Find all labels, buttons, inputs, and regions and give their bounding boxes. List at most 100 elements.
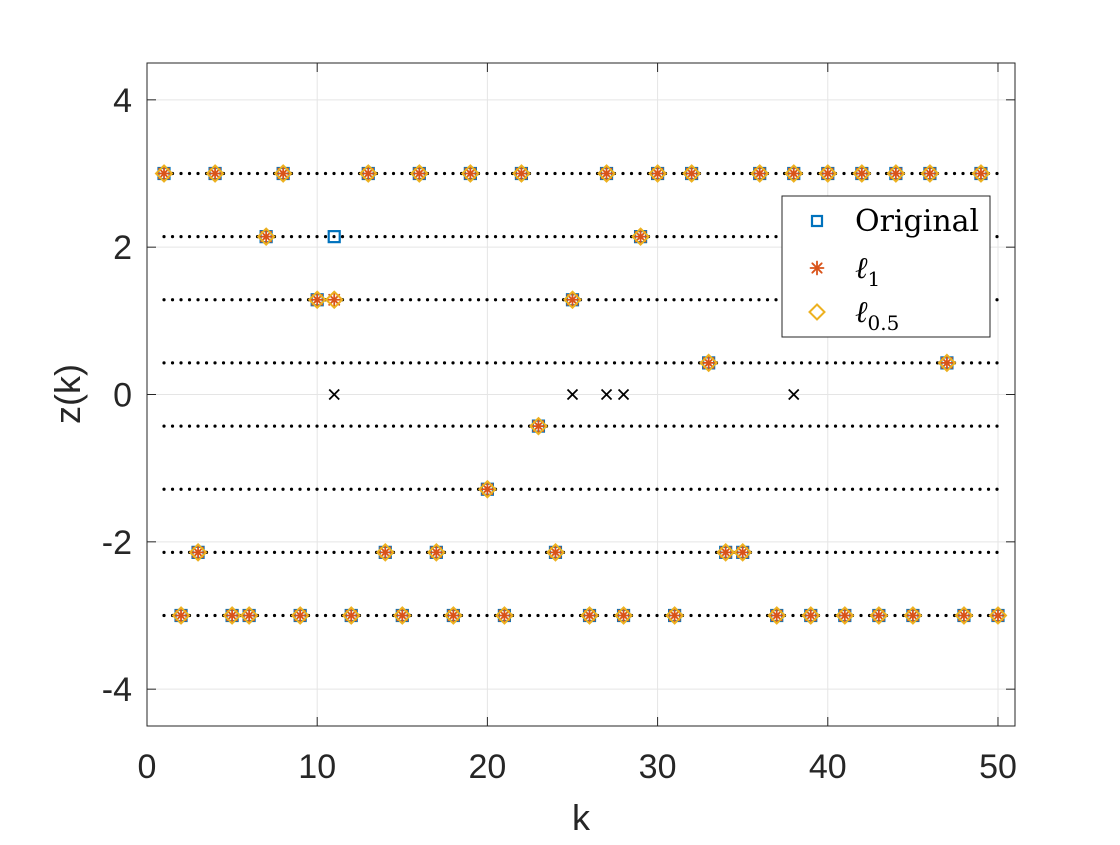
data-point-asterisk — [683, 165, 700, 182]
data-point-square — [327, 230, 341, 244]
y-tick-label: -2 — [102, 524, 132, 562]
data-point-asterisk — [411, 165, 428, 182]
data-point-diamond — [750, 164, 770, 183]
data-point-asterisk — [360, 165, 377, 182]
cross-marker — [600, 388, 613, 401]
data-point-diamond — [222, 606, 242, 625]
data-point-diamond — [239, 606, 259, 625]
data-point-asterisk — [990, 607, 1006, 624]
y-tick-label: -4 — [102, 671, 132, 709]
data-point-diamond — [154, 164, 174, 183]
legend-label-subscript: 1 — [868, 267, 881, 291]
data-markers — [154, 164, 1008, 625]
data-point-diamond — [307, 290, 327, 310]
data-point-asterisk — [445, 607, 462, 624]
data-point-asterisk — [700, 354, 717, 371]
legend-label-subscript: 0.5 — [868, 311, 900, 335]
data-point-asterisk — [751, 165, 768, 182]
data-point-diamond — [954, 606, 974, 625]
data-point-diamond — [665, 606, 685, 625]
data-point-diamond — [171, 606, 191, 625]
data-point-diamond — [852, 164, 872, 183]
data-point-asterisk — [292, 607, 309, 624]
data-point-diamond — [392, 606, 412, 625]
data-point-diamond — [580, 606, 599, 625]
legend-marker-diamond — [808, 303, 826, 321]
data-point-diamond — [341, 606, 361, 625]
data-point-asterisk — [904, 607, 921, 624]
cross-stroke — [617, 388, 630, 401]
data-point-diamond — [375, 542, 395, 562]
cross-marker — [788, 388, 800, 401]
data-point-diamond — [733, 542, 753, 562]
data-point-asterisk — [462, 165, 479, 182]
legend-label: ℓ0.5 — [855, 295, 899, 335]
x-tick-label: 30 — [639, 748, 677, 786]
data-point-asterisk — [922, 165, 938, 182]
x-tick-label: 0 — [138, 748, 157, 786]
x-axis-label: k — [572, 797, 591, 838]
data-point-asterisk — [564, 291, 581, 308]
data-point-diamond — [869, 606, 889, 625]
data-point-diamond — [512, 164, 531, 183]
data-point-asterisk — [581, 607, 598, 624]
data-point-diamond — [767, 606, 787, 625]
cross-stroke — [788, 388, 800, 401]
data-point-diamond — [290, 606, 310, 625]
data-point-asterisk — [853, 165, 870, 182]
legend-marker-asterisk — [809, 260, 825, 276]
data-point-asterisk — [343, 607, 360, 624]
data-point-asterisk — [496, 607, 513, 624]
data-point-asterisk — [377, 544, 394, 561]
data-point-asterisk — [666, 607, 683, 624]
data-point-asterisk — [734, 544, 751, 561]
data-point-asterisk — [530, 418, 547, 435]
x-tick-label: 40 — [809, 748, 847, 786]
y-axis-label: z(k) — [47, 364, 88, 424]
data-point-asterisk — [156, 165, 172, 182]
data-point-asterisk — [717, 544, 734, 561]
data-point-asterisk — [615, 607, 632, 624]
cross-marker — [566, 388, 579, 401]
legend-label: Original — [855, 204, 979, 239]
data-point-asterisk — [785, 165, 802, 182]
legend-entry: ℓ1 — [809, 251, 880, 291]
data-point-diamond — [631, 227, 650, 247]
data-point-asterisk — [649, 165, 666, 182]
data-point-asterisk — [513, 165, 530, 182]
data-point-diamond — [614, 606, 633, 625]
data-point-diamond — [818, 164, 838, 183]
data-point-diamond — [477, 479, 497, 499]
data-point-asterisk — [768, 607, 785, 624]
data-point-diamond — [358, 164, 378, 183]
data-point-diamond — [937, 353, 957, 373]
cross-stroke — [600, 388, 613, 401]
cross-marker — [617, 388, 630, 401]
data-point-asterisk — [326, 291, 343, 308]
data-point-diamond — [971, 164, 991, 183]
legend-entry: ℓ0.5 — [808, 295, 899, 335]
x-tick-label: 10 — [298, 748, 336, 786]
data-point-diamond — [409, 164, 429, 183]
data-point-asterisk — [309, 291, 326, 308]
cross-stroke — [328, 388, 340, 401]
data-point-diamond — [563, 290, 582, 310]
data-point-diamond — [205, 164, 225, 183]
data-point-asterisk — [836, 607, 853, 624]
data-point-diamond — [494, 606, 514, 625]
data-point-asterisk — [207, 165, 223, 182]
data-point-diamond — [903, 606, 923, 625]
data-point-diamond — [784, 164, 804, 183]
data-point-asterisk — [479, 481, 496, 498]
data-point-asterisk — [819, 165, 836, 182]
data-point-asterisk — [241, 607, 258, 624]
data-point-asterisk — [275, 165, 292, 182]
data-point-diamond — [835, 606, 855, 625]
legend-label: ℓ1 — [855, 251, 880, 291]
data-point-diamond — [988, 606, 1008, 625]
cross-marker — [328, 388, 340, 401]
data-point-asterisk — [428, 544, 445, 561]
legend-marker-square — [810, 214, 824, 228]
data-point-diamond — [699, 353, 719, 373]
